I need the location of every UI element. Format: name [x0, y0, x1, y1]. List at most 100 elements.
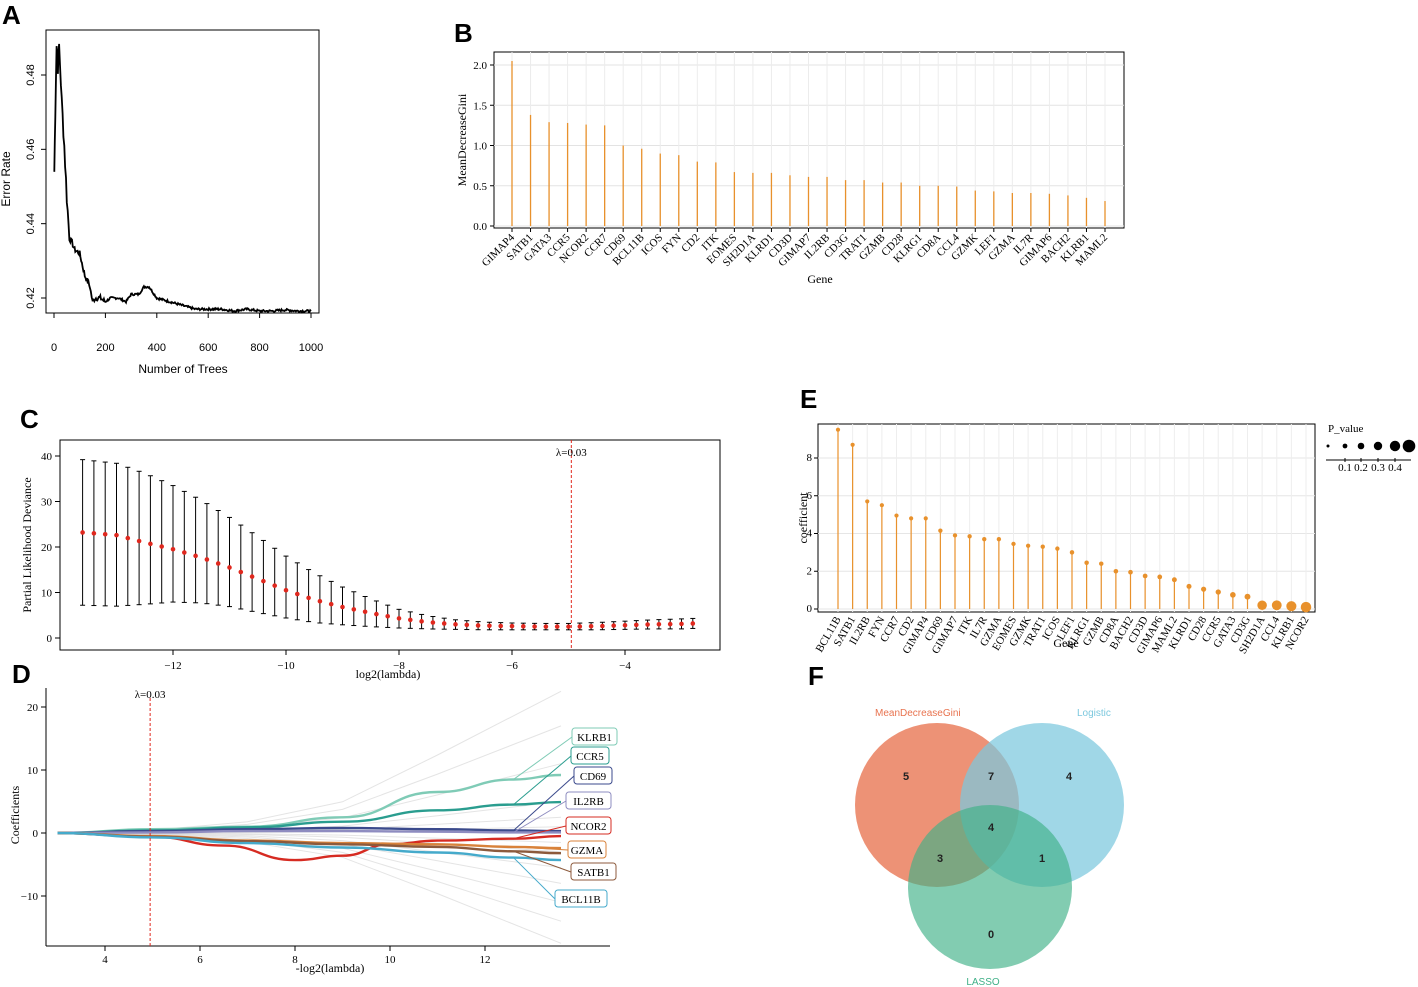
c-mean-point	[159, 544, 164, 549]
panel-b-ylabel: MeanDecreaseGini	[455, 93, 469, 186]
d-label-leader	[513, 775, 575, 831]
c-mean-point	[487, 623, 492, 629]
c-mean-point	[543, 624, 549, 629]
a-ytick-label: 0.44	[25, 213, 37, 234]
c-mean-point	[577, 624, 583, 629]
e-point	[1055, 546, 1060, 551]
panel-a-xlabel: Number of Trees	[138, 362, 227, 376]
c-mean-point	[215, 561, 221, 566]
c-mean-point	[554, 624, 560, 629]
d-ytick-label: 20	[27, 702, 39, 714]
d-xtick-label: 8	[292, 954, 298, 966]
e-point	[1099, 561, 1104, 566]
a-xtick-label: 200	[96, 342, 114, 354]
c-mean-point	[453, 622, 458, 627]
c-mean-point	[498, 623, 504, 629]
panel-c-ylabel: Partial Likelihood Deviance	[20, 477, 34, 612]
d-label-box	[565, 791, 612, 810]
panel-a-label: A	[2, 0, 21, 30]
d-bg-path	[57, 690, 562, 834]
venn-set-lasso-label: LASSO	[966, 977, 1000, 987]
e-point	[1157, 574, 1163, 580]
venn-count-gini-logistic: 7	[988, 771, 994, 783]
b-ytick-label: 0.5	[473, 181, 487, 193]
e-point	[1201, 586, 1207, 592]
e-point	[865, 499, 870, 504]
e-point	[996, 536, 1002, 542]
d-label-box	[565, 816, 612, 835]
e-legend-dot	[1357, 442, 1365, 450]
c-mean-point	[645, 622, 650, 627]
e-ytick-label: 2	[807, 565, 813, 577]
c-xtick-label: −8	[393, 660, 405, 672]
panel-d-ylabel: Coefficients	[8, 785, 22, 844]
panel-c-xlabel: log2(lambda)	[356, 667, 421, 681]
a-ytick-label: 0.48	[25, 64, 37, 85]
d-label-text: CCR5	[576, 751, 604, 763]
e-point	[1040, 544, 1045, 549]
c-mean-point	[611, 623, 616, 628]
e-point	[1142, 573, 1148, 579]
d-label-leader	[513, 755, 572, 806]
panel-a-ylabel: Error Rate	[0, 151, 13, 207]
panel-c-frame	[59, 439, 721, 651]
e-point	[909, 516, 914, 521]
e-point	[1300, 601, 1312, 613]
d-label-box	[570, 862, 617, 881]
d-coef-line-cd69	[57, 826, 562, 835]
d-ytick-label: −10	[21, 891, 39, 903]
e-legend-tick-label: 0.4	[1388, 462, 1402, 474]
c-mean-point	[362, 609, 368, 615]
c-mean-point	[227, 565, 232, 570]
a-ytick-label: 0.46	[25, 139, 37, 160]
d-coef-line-bcl11b	[57, 831, 562, 862]
c-mean-point	[148, 541, 153, 547]
c-mean-point	[679, 621, 684, 627]
c-mean-point	[374, 611, 379, 617]
c-mean-point	[634, 622, 639, 628]
e-point	[1271, 600, 1282, 611]
c-xtick-label: −12	[164, 660, 181, 672]
c-ytick-label: 40	[41, 451, 53, 463]
c-mean-point	[509, 623, 515, 629]
d-label-text: SATB1	[577, 867, 609, 879]
d-label-text: IL2RB	[573, 796, 604, 808]
e-legend-tick-label: 0.1	[1338, 462, 1352, 474]
c-mean-point	[170, 546, 176, 552]
c-mean-point	[622, 622, 628, 628]
c-mean-point	[272, 583, 278, 588]
e-point	[1215, 589, 1221, 595]
c-ytick-label: 0	[47, 633, 53, 645]
e-legend-dot	[1402, 439, 1416, 453]
c-mean-point	[521, 624, 526, 629]
a-xtick-label: 1000	[299, 342, 323, 354]
venn-count-lasso-only: 0	[988, 929, 994, 941]
d-label-leader	[513, 857, 556, 900]
d-label-text: GZMA	[571, 845, 603, 857]
c-mean-point	[408, 617, 413, 623]
e-legend-dot	[1373, 441, 1383, 451]
venn-count-all: 4	[988, 822, 995, 834]
c-lambda-label: λ=0.03	[556, 447, 587, 459]
panel-c-label: C	[20, 404, 39, 434]
a-ytick-label: 0.42	[25, 287, 37, 308]
c-mean-point	[351, 607, 357, 612]
b-ytick-label: 2.0	[473, 60, 487, 72]
d-label-box	[554, 889, 608, 908]
d-xtick-label: 10	[385, 954, 397, 966]
c-xtick-label: −4	[619, 660, 631, 672]
d-label-leader	[513, 846, 569, 851]
d-label-text: KLRB1	[577, 732, 612, 744]
e-ytick-label: 4	[807, 528, 813, 540]
c-mean-point	[532, 624, 537, 629]
e-legend-dot	[1389, 440, 1401, 452]
e-point	[1186, 583, 1192, 589]
e-point	[982, 536, 987, 542]
c-mean-point	[464, 622, 470, 628]
c-mean-point	[125, 535, 131, 541]
d-label-leader	[513, 825, 567, 840]
d-bg-path	[57, 725, 562, 834]
panel-e-xlabel: Gene	[1053, 636, 1078, 650]
